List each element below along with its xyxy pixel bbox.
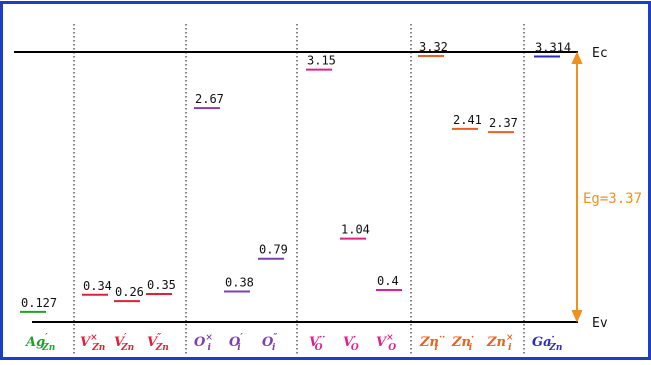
defect-notation-ga-1: Ga· Zn [532,333,562,353]
defect-notation-zni-3: Zn× i [486,333,514,353]
defect-notation-zni-2: Zn· i [451,333,474,353]
defect-notation-oi-2: O′ i [229,333,243,353]
level-value-vo-3: 0.4 [377,274,399,288]
column-separators [73,24,525,356]
level-value-oi-2: 0.38 [225,276,254,290]
defect-notation-vo-2: V· O [343,333,359,353]
conduction-band-label: Ec [592,46,608,61]
defect-notation-oi-3: O″ i [262,333,277,353]
level-value-ag-1: 0.127 [21,296,57,310]
defect-notation-vzn-2: V′ Zn [114,333,134,353]
level-value-ga-1: 3.314 [535,40,571,54]
defect-notation-oi-1: O× i [194,333,213,353]
level-value-vo-2: 1.04 [341,223,370,237]
level-value-vzn-3: 0.35 [147,278,176,292]
defect-notation-zni-1: Zn·· i [419,333,445,353]
level-value-oi-3: 0.79 [259,243,288,257]
valence-band-label: Ev [592,316,608,331]
level-value-zni-2: 2.41 [453,113,482,127]
defect-notation-ag-1: Ag′ Zn [24,333,55,353]
defect-notation-vo-3: V× O [376,333,396,353]
band-gap-label: Eg=3.37 [583,191,642,207]
defect-notation-vzn-3: V″ Zn [147,333,169,353]
defect-levels: 0.127 0.34 0.260.35 2.67 0.38 0.79 3.15 1.04 0.4… [20,40,571,313]
defect-notation-vzn-1: V× Zn [80,333,105,353]
level-value-vo-1: 3.15 [307,54,336,68]
level-value-vzn-1: 0.34 [83,279,112,293]
defect-notation-vo-1: V·· O [309,333,325,353]
level-value-zni-1: 3.32 [419,40,448,54]
level-value-vzn-2: 0.26 [115,285,144,299]
level-value-oi-1: 2.67 [195,92,224,106]
defect-notations: Ag′ Zn V× Zn V′ Zn V″ Zn O× i O′ i O″ i V·· O V· O V× O Zn··… [24,333,562,353]
level-value-zni-3: 2.37 [489,116,518,130]
